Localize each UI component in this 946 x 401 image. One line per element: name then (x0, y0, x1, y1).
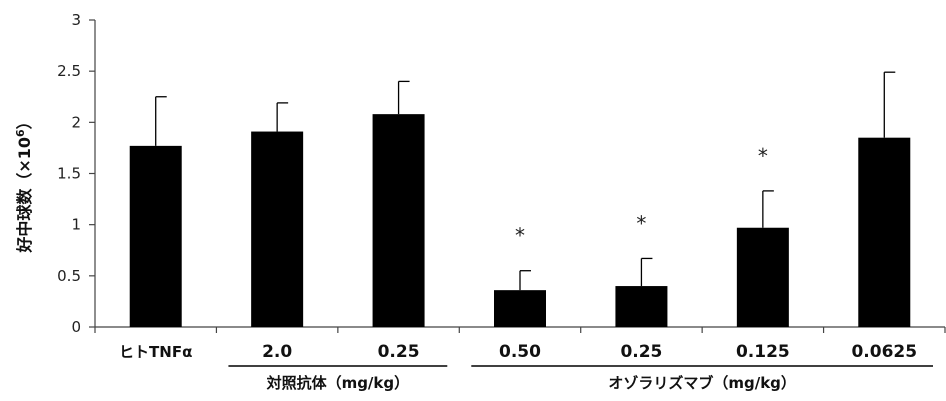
y-axis-title: 好中球数（×106） (14, 113, 34, 253)
y-axis-label-exponent: 6 (14, 129, 27, 137)
bar (251, 131, 304, 327)
x-category-labels: ヒトTNFα 2.0 0.25 0.50 0.25 0.125 0.0625 (119, 342, 917, 362)
y-axis-label-close: ） (15, 113, 34, 129)
x-category-label: ヒトTNFα (119, 343, 192, 361)
bar (372, 114, 425, 327)
bar (736, 227, 789, 327)
svg-text:好中球数（×106）: 好中球数（×106） (14, 113, 34, 253)
y-tick-label: 2.5 (57, 62, 81, 80)
x-category-label: 0.125 (736, 342, 790, 362)
bars (129, 114, 911, 327)
significance-markers: * * * (515, 144, 768, 248)
group-label: 対照抗体（mg/kg） (266, 374, 410, 392)
y-axis-label-text: 好中球数（×10 (15, 137, 34, 254)
x-category-label: 2.0 (262, 342, 292, 362)
x-category-label: 0.0625 (851, 342, 917, 362)
x-category-label: 0.50 (499, 342, 541, 362)
bar (615, 286, 668, 327)
y-tick-label: 1.5 (57, 165, 81, 183)
y-tick-label: 0 (71, 318, 81, 336)
y-tick-label: 0.5 (57, 267, 81, 285)
x-category-label: 0.25 (620, 342, 662, 362)
y-tick-label: 3 (71, 11, 81, 29)
group-label: オゾラリズマブ（mg/kg） (608, 374, 796, 392)
error-bars (155, 71, 896, 291)
y-tick-label: 2 (71, 113, 81, 131)
bar (858, 137, 911, 327)
significance-asterisk: * (636, 211, 646, 235)
bar (129, 145, 182, 327)
x-category-label: 0.25 (378, 342, 420, 362)
x-group-labels: 対照抗体（mg/kg） オゾラリズマブ（mg/kg） (228, 365, 933, 392)
y-ticks: 0 0.5 1 1.5 2 2.5 3 (57, 11, 95, 336)
bar (494, 290, 546, 327)
y-tick-label: 1 (71, 216, 81, 234)
significance-asterisk: * (758, 144, 768, 168)
significance-asterisk: * (515, 224, 525, 248)
